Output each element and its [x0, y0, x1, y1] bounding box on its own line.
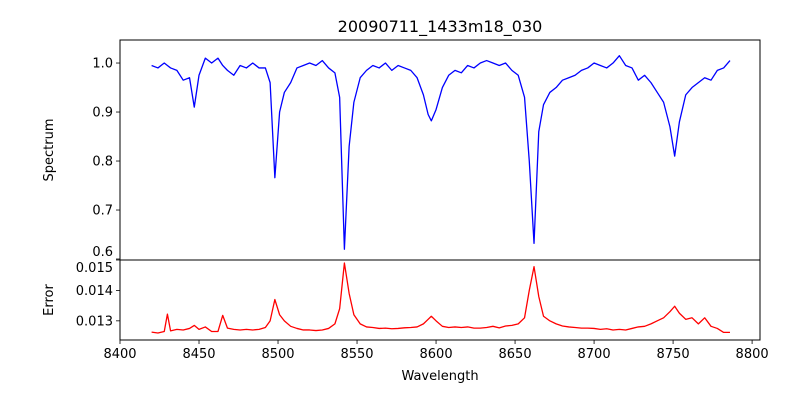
series-line-spectrum [151, 55, 731, 250]
y-tick-label: 1.0 [92, 57, 113, 72]
x-tick-label: 8750 [657, 347, 690, 362]
x-tick-label: 8600 [420, 347, 453, 362]
series-line-error [151, 262, 730, 334]
error-panel: 0.013 0.014 0.015 8400 8450 8500 8550 8600 8650 8… [76, 259, 769, 362]
axes-frame [119, 259, 761, 341]
x-axis-label: Wavelength [401, 369, 478, 384]
x-tick-label: 8700 [578, 347, 611, 362]
x-tick-label: 8500 [261, 347, 294, 362]
y-tick-label: 0.9 [92, 106, 113, 121]
y-axis-label-error: Error [42, 284, 57, 316]
y-tick-label: 0.013 [76, 314, 113, 329]
chart-title: 20090711_1433m18_030 [338, 17, 543, 37]
y-tick-label: 0.014 [76, 284, 113, 299]
y-tick-label: 0.7 [92, 204, 113, 219]
x-tick-label: 8550 [340, 347, 373, 362]
y-tick-label: 0.015 [76, 261, 113, 276]
x-tick-label: 8400 [103, 347, 136, 362]
y-tick-label: 0.6 [92, 245, 113, 260]
y-axis-label-spectrum: Spectrum [42, 119, 57, 182]
x-tick-label: 8450 [182, 347, 215, 362]
y-tick-label: 0.8 [92, 155, 113, 170]
x-tick-label: 8800 [736, 347, 769, 362]
x-tick-label: 8650 [499, 347, 532, 362]
